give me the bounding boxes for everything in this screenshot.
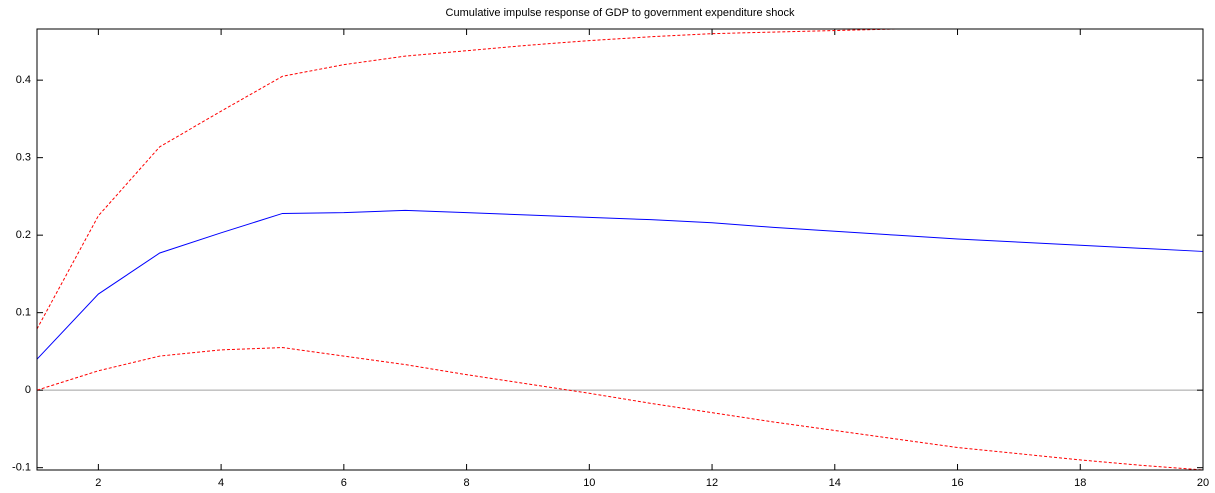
series-line [36,347,1204,471]
chart-title: Cumulative impulse response of GDP to go… [446,7,795,19]
y-tick-label: 0.3 [16,152,31,164]
y-tick-label: 0.4 [16,74,31,86]
series-line [36,209,1204,360]
x-tick-label: 20 [1197,477,1209,489]
x-tick-label: 14 [829,477,841,489]
x-tick-label: 18 [1074,477,1086,489]
x-tick-label: 4 [218,477,224,489]
plot-area [37,29,1203,470]
x-tick-label: 12 [706,477,718,489]
x-tick-label: 16 [951,477,963,489]
y-tick-label: 0 [25,384,31,396]
axes-box [36,28,1204,471]
x-tick-label: 10 [583,477,595,489]
x-tick-label: 2 [95,477,101,489]
y-tick-label: 0.2 [16,229,31,241]
y-tick-label: -0.1 [12,462,31,474]
x-tick-label: 6 [341,477,347,489]
x-tick-label: 8 [464,477,470,489]
y-tick-label: 0.1 [16,307,31,319]
